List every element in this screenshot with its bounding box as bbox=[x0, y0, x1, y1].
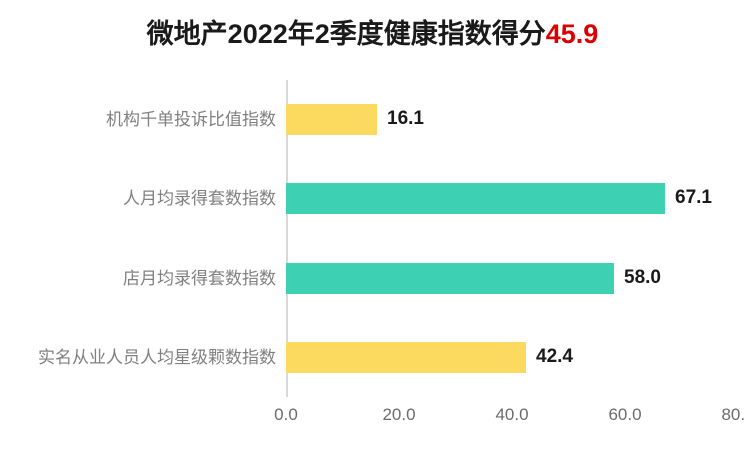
category-label-1: 人月均录得套数指数 bbox=[123, 189, 276, 208]
plot-area: 16.1 67.1 58.0 42.4 bbox=[286, 80, 738, 397]
category-label-0: 机构千单投诉比值指数 bbox=[106, 110, 276, 129]
bar-row: 58.0 bbox=[286, 239, 738, 318]
bar-series-3[interactable] bbox=[286, 341, 526, 373]
category-label-2: 店月均录得套数指数 bbox=[123, 269, 276, 288]
category-axis-line bbox=[286, 80, 288, 397]
x-tick-label-0: 0.0 bbox=[274, 405, 298, 424]
x-tick-label-4: 80.0 bbox=[721, 405, 745, 424]
bar-value-label: 42.4 bbox=[536, 345, 573, 367]
chart-title-text: 微地产2022年2季度健康指数得分 bbox=[146, 19, 546, 49]
bar-series-0[interactable] bbox=[286, 104, 377, 135]
bar-value-label: 67.1 bbox=[675, 187, 712, 209]
bar-row: 16.1 bbox=[286, 80, 738, 159]
bar-row: 42.4 bbox=[286, 318, 738, 397]
bar-row: 67.1 bbox=[286, 159, 738, 238]
x-tick-label-1: 20.0 bbox=[382, 405, 416, 424]
bar-value-label: 58.0 bbox=[624, 266, 661, 288]
bar-value-label: 16.1 bbox=[387, 108, 424, 129]
bar-series-2[interactable] bbox=[286, 262, 614, 294]
chart-title-score: 45.9 bbox=[545, 19, 599, 49]
bar-series-1[interactable] bbox=[286, 183, 665, 215]
chart-title: 微地产2022年2季度健康指数得分45.9 bbox=[0, 16, 745, 52]
x-tick-label-2: 40.0 bbox=[495, 405, 529, 424]
x-tick-label-3: 60.0 bbox=[608, 405, 642, 424]
category-label-3: 实名从业人员人均星级颗数指数 bbox=[38, 348, 276, 367]
